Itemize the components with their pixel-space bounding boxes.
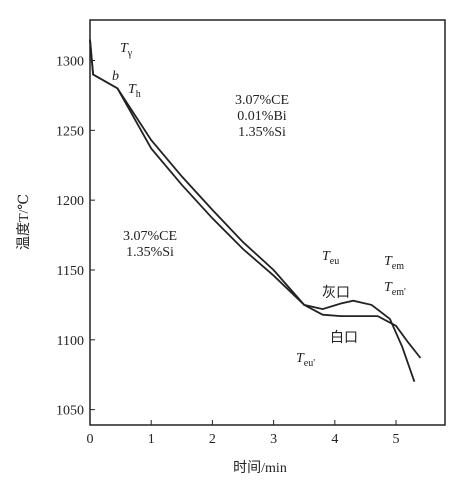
annotation: Teu [322, 249, 339, 267]
x-tick-label: 1 [148, 432, 155, 447]
y-tick-label: 1150 [57, 264, 84, 279]
annotation: b [112, 69, 119, 84]
annotation: 1.35%Si [126, 245, 174, 260]
annotation: 灰口 [322, 285, 350, 301]
annotation: Teu' [296, 351, 315, 369]
y-tick-label: 1050 [56, 404, 84, 419]
y-tick-label: 1100 [57, 334, 84, 349]
annotation-main: T [296, 351, 305, 366]
annotation-main: b [112, 69, 119, 84]
annotation-sub: γ [127, 48, 133, 59]
annotation-sub: h [136, 89, 141, 100]
cooling-curve [89, 39, 416, 382]
annotation: 3.07%CE [235, 93, 289, 108]
x-tick-label: 4 [331, 432, 338, 447]
y-tick-label: 1200 [56, 194, 84, 209]
cooling-curve [89, 39, 422, 359]
annotation: Tγ [120, 41, 133, 59]
annotation-main: T [120, 41, 129, 56]
x-tick-label: 0 [87, 432, 94, 447]
x-tick-label: 5 [393, 432, 400, 447]
annotation-main: T [384, 254, 393, 269]
annotation: 3.07%CE [123, 229, 177, 244]
annotation-main: T [128, 82, 137, 97]
annotation-sub: eu [330, 256, 339, 267]
annotation-sub: em [392, 261, 404, 272]
x-axis-label: 时间/min [233, 460, 287, 476]
annotation-main: T [322, 249, 331, 264]
plot-frame [89, 19, 446, 426]
annotation-sub: em' [392, 287, 406, 298]
annotation: 0.01%Bi [237, 109, 287, 124]
annotation: Th [128, 82, 141, 100]
annotation: 白口 [330, 330, 358, 346]
y-tick-label: 1300 [56, 55, 84, 70]
annotation-main: T [384, 280, 393, 295]
x-tick-label: 3 [270, 432, 277, 447]
annotation-sub: eu' [304, 358, 315, 369]
annotation: Tem' [384, 280, 406, 298]
y-tick-label: 1250 [56, 124, 84, 139]
y-axis-label: 温度T/℃ [16, 194, 32, 250]
annotation: 1.35%Si [238, 125, 286, 140]
annotation-main: 白口 [330, 330, 358, 346]
annotation: Tem [384, 254, 404, 272]
annotation-main: 灰口 [322, 285, 350, 301]
x-tick-label: 2 [209, 432, 216, 447]
